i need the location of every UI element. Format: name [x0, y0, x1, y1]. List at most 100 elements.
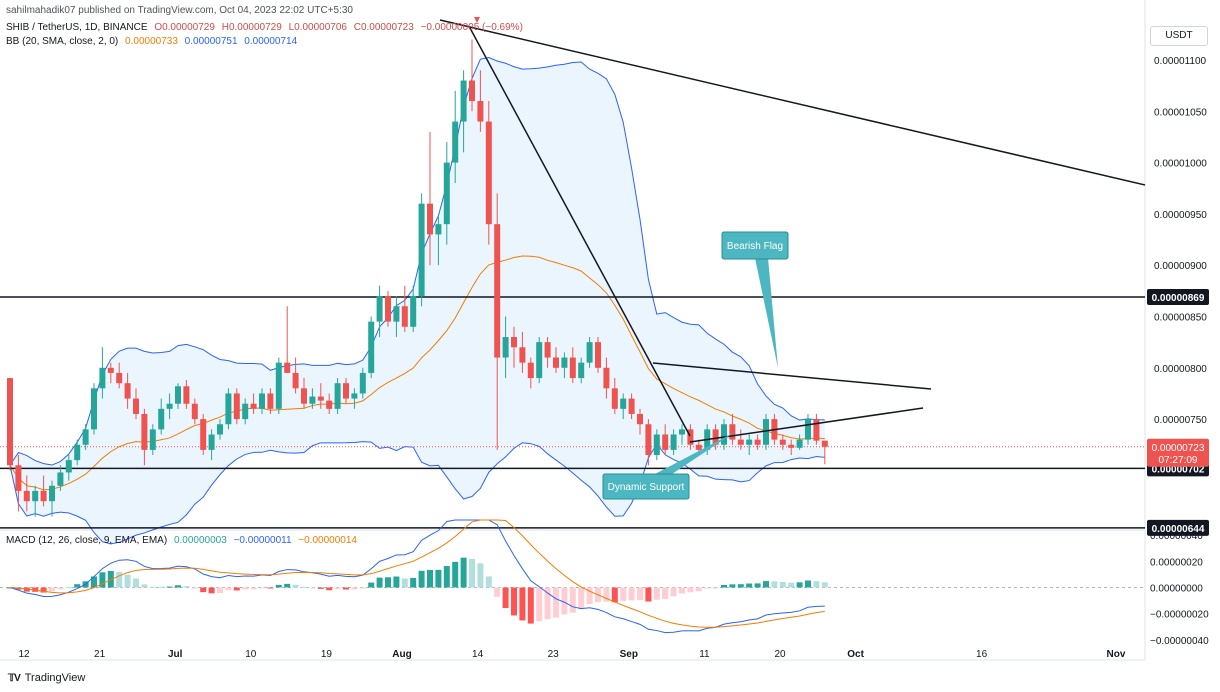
macd-histogram-bar	[259, 587, 265, 589]
candle	[763, 419, 769, 445]
candle	[74, 444, 81, 461]
candle	[393, 306, 400, 322]
macd-histogram-bar	[502, 587, 509, 609]
candle	[359, 372, 366, 394]
candle	[40, 490, 47, 502]
macd-histogram-bar	[301, 586, 307, 588]
bb-lower-value: 0.00000714	[244, 36, 298, 47]
symbol-name[interactable]: SHIB / TetherUS, 1D, BINANCE	[6, 22, 148, 33]
macd-histogram-bar	[124, 574, 131, 588]
macd-histogram-bar	[242, 587, 249, 590]
time-tick-label: 14	[472, 649, 484, 660]
candles	[7, 39, 828, 517]
high-value: H0.00000729	[221, 22, 282, 33]
macd-histogram-bar	[393, 576, 400, 588]
macd-histogram-bar	[284, 583, 291, 588]
macd-histogram-bar	[133, 578, 139, 588]
candle	[49, 485, 55, 502]
bb-upper-value: 0.00000751	[184, 36, 238, 47]
macd-histogram-bar	[553, 587, 559, 618]
macd-histogram-bar	[200, 587, 207, 593]
candle	[57, 472, 64, 486]
candle	[99, 367, 106, 389]
time-tick-label: 10	[245, 649, 257, 660]
candle	[217, 424, 223, 435]
candle	[141, 413, 148, 450]
macd-line	[9, 519, 825, 634]
candle	[326, 400, 333, 409]
bb-label[interactable]: BB (20, SMA, close, 2, 0)	[6, 36, 119, 47]
macd-histogram-bar	[628, 587, 635, 601]
candle	[208, 434, 215, 450]
macd-histogram-bar	[401, 578, 408, 588]
macd-histogram-bar	[368, 582, 375, 588]
trendline-major	[439, 19, 1146, 186]
time-tick-label: Oct	[847, 649, 864, 660]
macd-histogram-bar	[611, 587, 618, 603]
candle	[292, 372, 299, 389]
candle	[544, 342, 551, 358]
macd-histogram-bar	[805, 580, 811, 588]
macd-histogram-bar	[603, 587, 610, 602]
candle	[813, 419, 820, 441]
macd-histogram-bar	[317, 587, 324, 589]
candle	[603, 367, 610, 389]
macd-histogram-bar	[183, 586, 190, 588]
macd-histogram-bar	[813, 581, 820, 588]
macd-histogram-bar	[267, 587, 274, 589]
macd-histogram-bar	[662, 587, 669, 599]
candle	[729, 424, 736, 440]
currency-button[interactable]: USDT	[1150, 26, 1208, 46]
countdown-label: 07:27:09	[1159, 455, 1198, 466]
macd-tick-label: 0.00000000	[1150, 584, 1203, 595]
macd-panel	[0, 519, 1145, 634]
candle	[578, 362, 585, 379]
tradingview-logo[interactable]: 𝕋V TradingView	[8, 672, 85, 684]
bb-upper-line	[9, 57, 825, 466]
time-tick-label: Jul	[168, 649, 183, 660]
candle	[149, 429, 156, 450]
candle	[536, 342, 543, 379]
candle	[721, 424, 727, 445]
macd-histogram-bar	[494, 587, 501, 597]
price-tick-label: 0.00000750	[1154, 415, 1207, 426]
macd-histogram-bar	[569, 587, 576, 613]
macd-histogram-bar	[670, 587, 677, 597]
candle	[737, 439, 744, 445]
candle	[183, 386, 190, 404]
macd-histogram-bar	[788, 582, 795, 588]
candle	[158, 408, 165, 430]
candle	[242, 403, 249, 420]
candle	[637, 413, 643, 425]
macd-histogram-bar	[233, 587, 240, 591]
candle	[401, 306, 408, 327]
time-tick-label: 21	[94, 649, 106, 660]
candle	[805, 419, 811, 440]
macd-label[interactable]: MACD (12, 26, close, 9, EMA, EMA)	[6, 535, 168, 546]
macd-histogram-bar	[771, 581, 778, 588]
macd-hist-value: 0.00000003	[173, 535, 227, 546]
macd-histogram-bar	[452, 561, 459, 588]
macd-histogram-bar	[460, 557, 467, 588]
macd-histogram-bar	[746, 583, 753, 588]
macd-histogram-bar	[217, 587, 223, 593]
trendlines	[439, 17, 1146, 443]
macd-histogram-bar	[376, 577, 383, 588]
candle	[124, 383, 131, 399]
dynamic-support-pointer	[655, 432, 735, 474]
candle	[301, 388, 307, 404]
macd-histogram-bar	[469, 558, 475, 588]
time-tick-label: 23	[548, 649, 560, 660]
candle	[628, 398, 635, 414]
macd-histogram-bar	[309, 587, 316, 589]
candle	[595, 342, 601, 368]
macd-histogram-bar	[754, 583, 761, 588]
macd-tick-label: −0.00000020	[1150, 610, 1209, 621]
macd-histogram-bar	[695, 587, 702, 592]
candle	[662, 434, 669, 450]
macd-histogram-bar	[15, 587, 22, 590]
callouts: Bearish Flag Dynamic Support	[602, 231, 789, 500]
macd-histogram-bar	[359, 587, 366, 589]
macd-histogram-bar	[578, 587, 585, 610]
